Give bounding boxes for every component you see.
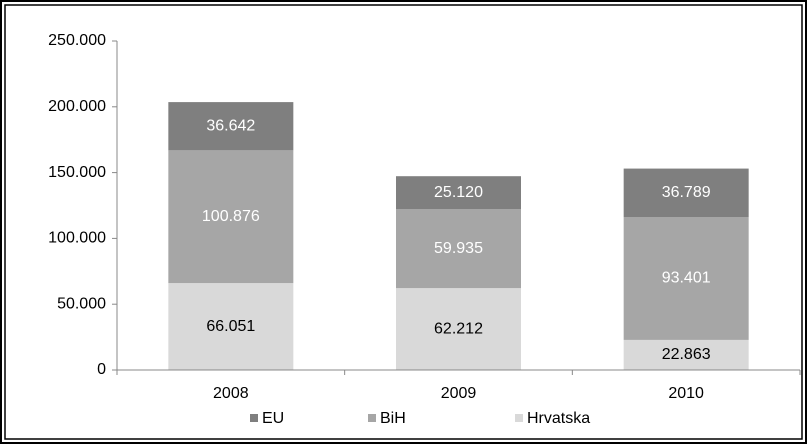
value-label: 25.120 [434,184,483,201]
y-tick-label: 100.000 [48,230,106,247]
value-label: 66.051 [206,318,255,335]
bar-segment [168,283,294,370]
bar-segment [623,216,749,340]
value-label: 62.212 [434,320,483,337]
inner-frame [4,4,803,440]
bar-segment [168,150,294,284]
value-label: 36.642 [206,117,255,134]
bar-segment [396,209,521,289]
legend-swatch [250,414,258,422]
bar-segment [396,176,521,210]
x-tick-label: 2010 [668,385,704,402]
legend-swatch [515,414,523,422]
legend-label: EU [262,410,284,427]
y-tick-label: 150.000 [48,164,106,181]
legend-swatch [368,414,376,422]
value-label: 22.863 [662,346,711,363]
legend-label: Hrvatska [527,410,590,427]
bar-segment [623,339,749,370]
legend-label: BiH [380,410,406,427]
value-label: 100.876 [202,208,260,225]
bar-segment [168,102,294,151]
x-tick-label: 2008 [213,385,249,402]
value-label: 93.401 [662,270,711,287]
y-tick-label: 200.000 [48,98,106,115]
value-label: 59.935 [434,240,483,257]
x-tick-label: 2009 [441,385,477,402]
bar-segment [396,288,521,370]
y-tick-label: 250.000 [48,32,106,49]
value-label: 36.789 [662,184,711,201]
bar-segment [623,168,749,217]
y-tick-label: 0 [97,361,106,378]
y-tick-label: 50.000 [57,295,106,312]
